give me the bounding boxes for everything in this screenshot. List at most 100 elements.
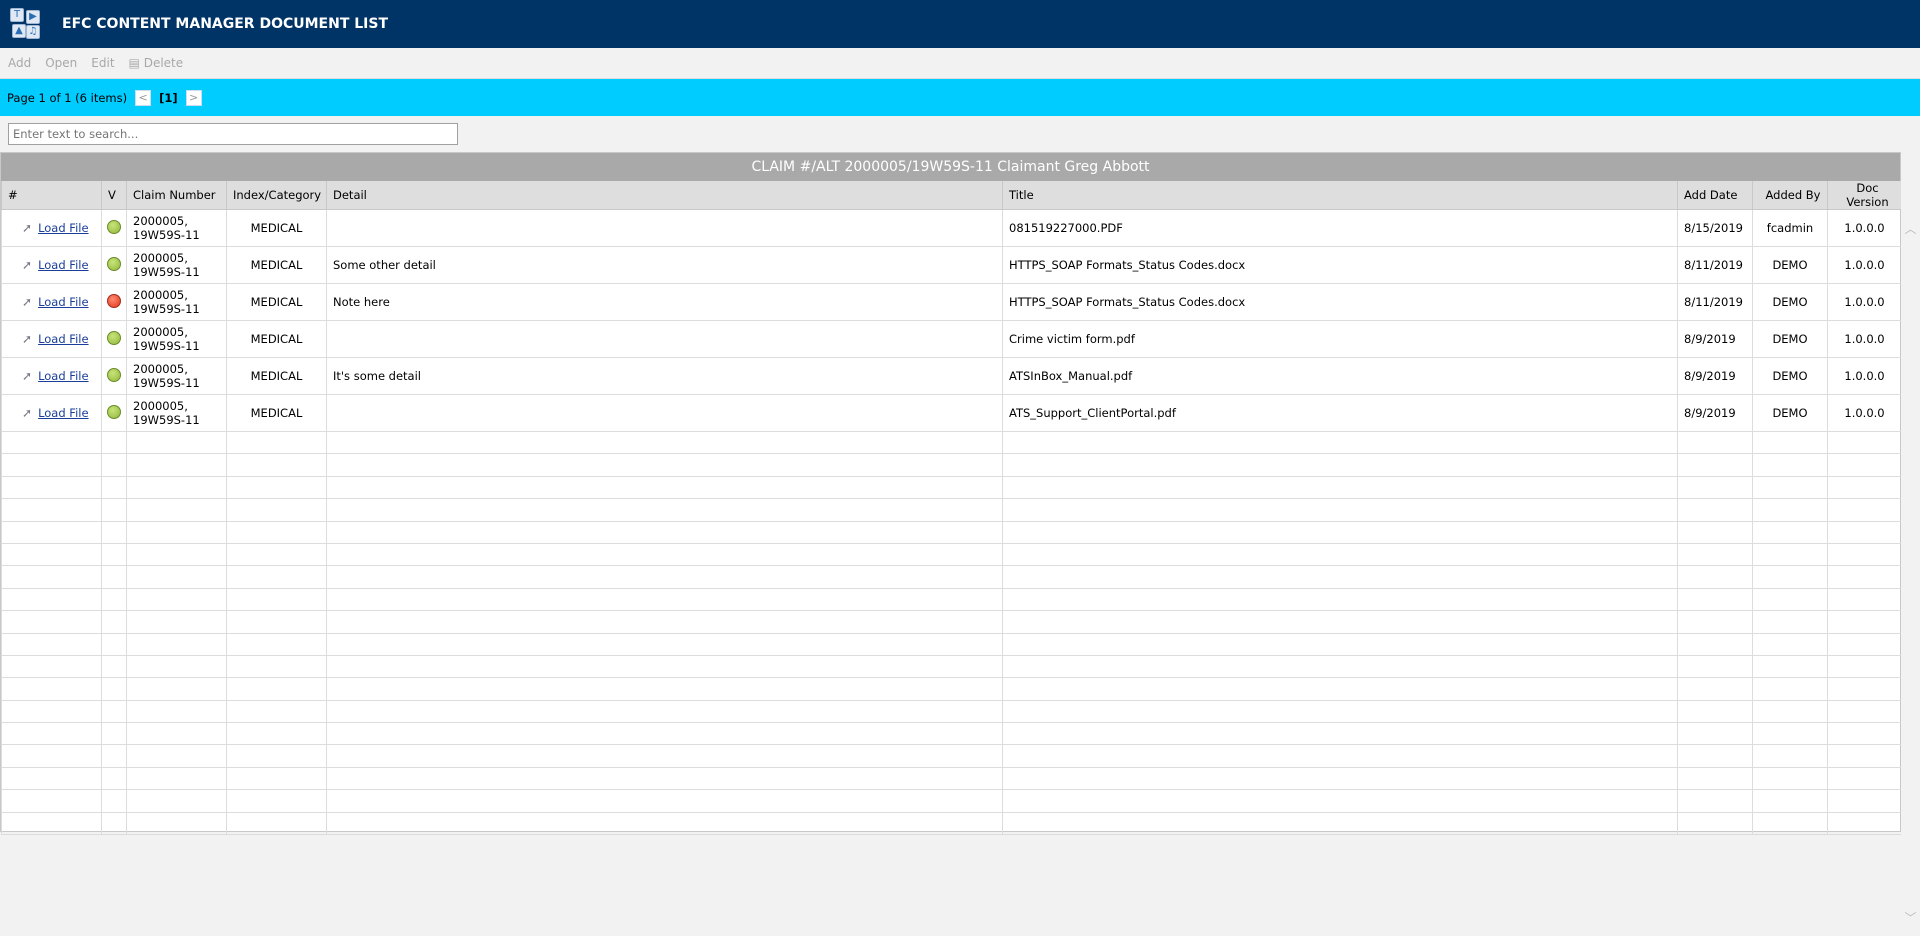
open-button[interactable]: Open bbox=[45, 56, 78, 70]
empty-row bbox=[1, 542, 1902, 567]
claim-alt: 19W59S-11 bbox=[133, 376, 200, 390]
add-button[interactable]: Add bbox=[8, 56, 32, 70]
load-file-link[interactable]: Load File bbox=[38, 258, 89, 272]
column-header[interactable]: Added By bbox=[1752, 181, 1828, 210]
load-file-link[interactable]: Load File bbox=[38, 332, 89, 346]
column-header[interactable]: # bbox=[1, 181, 102, 210]
app-header: T ▶ ▲ ♫ EFC CONTENT MANAGER DOCUMENT LIST bbox=[0, 0, 1920, 48]
table-row[interactable]: ➚ Load File 2000005, 19W59S-11 MEDICAL Som… bbox=[1, 246, 1902, 284]
edit-button[interactable]: Edit bbox=[91, 56, 115, 70]
table-row[interactable]: ➚ Load File 2000005, 19W59S-11 MEDICAL 081… bbox=[1, 209, 1902, 247]
empty-row bbox=[1, 722, 1902, 746]
title-cell: Crime victim form.pdf bbox=[1002, 320, 1678, 358]
status-dot-icon bbox=[107, 404, 121, 419]
version-cell: 1.0.0.0 bbox=[1827, 209, 1902, 247]
load-file-link[interactable]: Load File bbox=[38, 295, 89, 309]
empty-row bbox=[1, 587, 1902, 612]
title-cell: ATS_Support_ClientPortal.pdf bbox=[1002, 394, 1678, 432]
empty-row bbox=[1, 565, 1902, 589]
load-cell: ➚ Load File bbox=[1, 357, 102, 395]
delete-label: Delete bbox=[143, 56, 184, 70]
empty-row bbox=[1, 766, 1902, 791]
scrollbar[interactable]: ︿ ﹀ bbox=[1901, 152, 1920, 936]
table-row[interactable]: ➚ Load File 2000005, 19W59S-11 MEDICAL ATS… bbox=[1, 394, 1902, 432]
date-cell: 8/11/2019 bbox=[1677, 283, 1753, 321]
table-row[interactable]: ➚ Load File 2000005, 19W59S-11 MEDICAL Not… bbox=[1, 283, 1902, 321]
column-header[interactable]: Claim Number bbox=[126, 181, 227, 210]
claim-number: 2000005, bbox=[133, 214, 188, 228]
cursor-icon: ➚ bbox=[22, 295, 33, 309]
next-page-button[interactable]: > bbox=[185, 89, 202, 106]
current-page[interactable]: [1] bbox=[159, 90, 178, 105]
empty-row bbox=[1, 498, 1902, 522]
delete-icon: ▤ bbox=[128, 56, 140, 70]
claim-cell: 2000005, 19W59S-11 bbox=[126, 357, 227, 395]
claim-alt: 19W59S-11 bbox=[133, 339, 200, 353]
empty-row bbox=[1, 453, 1902, 477]
load-file-link[interactable]: Load File bbox=[38, 369, 89, 383]
status-dot-icon bbox=[107, 367, 121, 382]
claim-number: 2000005, bbox=[133, 288, 188, 302]
load-file-link[interactable]: Load File bbox=[38, 221, 89, 235]
column-header[interactable]: Add Date bbox=[1677, 181, 1753, 210]
detail-cell: Some other detail bbox=[326, 246, 1003, 284]
detail-cell bbox=[326, 209, 1003, 247]
cursor-icon: ➚ bbox=[22, 258, 33, 272]
column-header[interactable]: Title bbox=[1002, 181, 1678, 210]
claim-alt: 19W59S-11 bbox=[133, 265, 200, 279]
load-file-link[interactable]: Load File bbox=[38, 406, 89, 420]
title-cell: ATSInBox_Manual.pdf bbox=[1002, 357, 1678, 395]
added-by-cell: DEMO bbox=[1752, 320, 1828, 358]
column-header[interactable]: Detail bbox=[326, 181, 1003, 210]
toolbar: Add Open Edit ▤ Delete bbox=[0, 48, 1920, 79]
version-cell: 1.0.0.0 bbox=[1827, 357, 1902, 395]
claim-alt: 19W59S-11 bbox=[133, 413, 200, 427]
added-by-cell: DEMO bbox=[1752, 246, 1828, 284]
empty-row bbox=[1, 811, 1902, 836]
claim-cell: 2000005, 19W59S-11 bbox=[126, 209, 227, 247]
status-cell bbox=[101, 246, 127, 284]
empty-row bbox=[1, 610, 1902, 634]
empty-row bbox=[1, 475, 1902, 500]
date-cell: 8/11/2019 bbox=[1677, 246, 1753, 284]
cursor-icon: ➚ bbox=[22, 221, 33, 235]
version-cell: 1.0.0.0 bbox=[1827, 320, 1902, 358]
status-dot-icon bbox=[107, 219, 121, 234]
cursor-icon: ➚ bbox=[22, 332, 33, 346]
load-cell: ➚ Load File bbox=[1, 320, 102, 358]
search-bar bbox=[0, 116, 1920, 152]
search-input[interactable] bbox=[8, 123, 458, 145]
version-cell: 1.0.0.0 bbox=[1827, 394, 1902, 432]
added-by-cell: DEMO bbox=[1752, 283, 1828, 321]
category-cell: MEDICAL bbox=[226, 357, 327, 395]
empty-row bbox=[1, 789, 1902, 813]
table-row[interactable]: ➚ Load File 2000005, 19W59S-11 MEDICAL It'… bbox=[1, 357, 1902, 395]
load-cell: ➚ Load File bbox=[1, 283, 102, 321]
date-cell: 8/9/2019 bbox=[1677, 394, 1753, 432]
table-row[interactable]: ➚ Load File 2000005, 19W59S-11 MEDICAL Cri… bbox=[1, 320, 1902, 358]
claim-number: 2000005, bbox=[133, 362, 188, 376]
claim-number: 2000005, bbox=[133, 251, 188, 265]
version-cell: 1.0.0.0 bbox=[1827, 246, 1902, 284]
claim-cell: 2000005, 19W59S-11 bbox=[126, 246, 227, 284]
status-cell bbox=[101, 357, 127, 395]
prev-page-button[interactable]: < bbox=[135, 89, 152, 106]
load-cell: ➚ Load File bbox=[1, 246, 102, 284]
column-header[interactable]: Doc Version bbox=[1827, 181, 1902, 210]
empty-row bbox=[1, 654, 1902, 679]
delete-button[interactable]: ▤ Delete bbox=[129, 56, 184, 70]
version-cell: 1.0.0.0 bbox=[1827, 283, 1902, 321]
title-cell: HTTPS_SOAP Formats_Status Codes.docx bbox=[1002, 283, 1678, 321]
title-cell: HTTPS_SOAP Formats_Status Codes.docx bbox=[1002, 246, 1678, 284]
app-title: EFC CONTENT MANAGER DOCUMENT LIST bbox=[62, 16, 389, 32]
date-cell: 8/9/2019 bbox=[1677, 357, 1753, 395]
status-cell bbox=[101, 209, 127, 247]
scroll-down-icon[interactable]: ﹀ bbox=[1904, 911, 1917, 925]
empty-row bbox=[1, 520, 1902, 544]
category-cell: MEDICAL bbox=[226, 209, 327, 247]
detail-cell bbox=[326, 394, 1003, 432]
column-header[interactable]: V bbox=[101, 181, 127, 210]
claim-number: 2000005, bbox=[133, 399, 188, 413]
column-header[interactable]: Index/Category bbox=[226, 181, 327, 210]
scroll-up-icon[interactable]: ︿ bbox=[1904, 222, 1917, 236]
